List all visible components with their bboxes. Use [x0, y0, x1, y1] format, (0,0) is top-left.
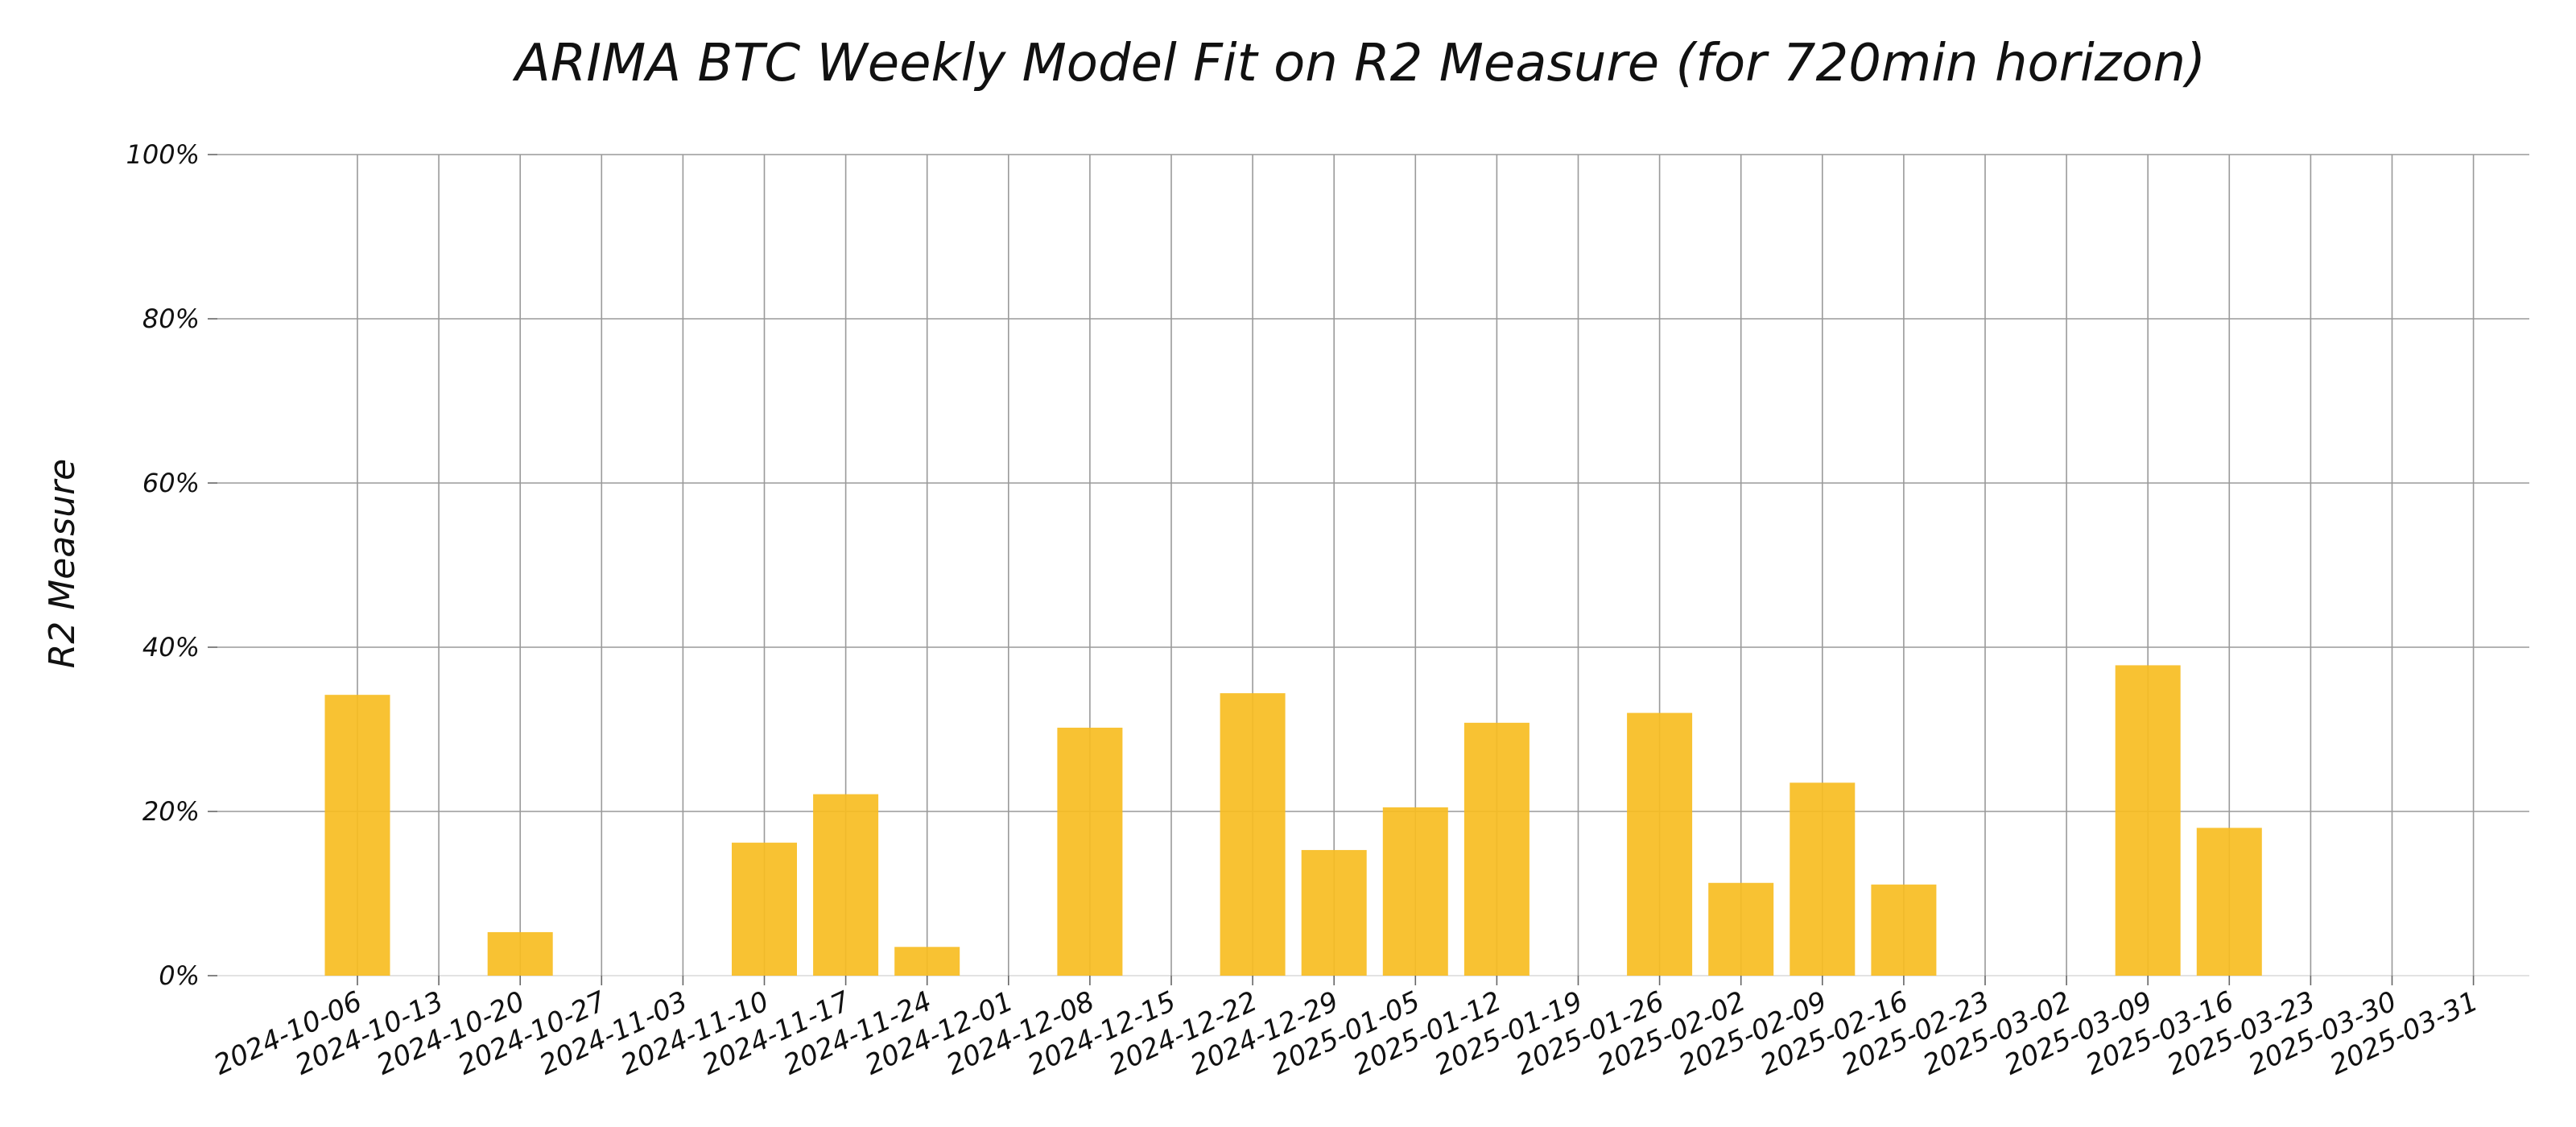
chart-title: ARIMA BTC Weekly Model Fit on R2 Measure…	[512, 34, 2206, 93]
bar	[813, 794, 879, 976]
y-tick-label: 40%	[142, 632, 200, 663]
bars	[324, 665, 2262, 976]
bar	[1382, 807, 1448, 976]
bar	[1790, 782, 1856, 976]
bar	[1627, 712, 1693, 976]
y-tick-label: 0%	[159, 960, 200, 991]
bar	[1463, 722, 1530, 976]
y-axis-label: R2 Measure	[42, 459, 83, 669]
y-tick-label: 20%	[142, 796, 200, 827]
bar	[894, 947, 960, 976]
bar	[2196, 828, 2262, 976]
y-axis-ticks: 0% 20% 40% 60% 80% 100%	[126, 139, 217, 991]
bar	[2115, 665, 2181, 976]
y-tick-label: 60%	[142, 468, 200, 498]
bar	[1301, 849, 1367, 976]
bar	[732, 842, 797, 976]
bar	[1057, 727, 1123, 976]
bar	[1708, 882, 1774, 976]
y-tick-label: 80%	[142, 303, 200, 334]
bar	[1871, 884, 1937, 976]
bar	[324, 695, 390, 976]
bar	[1220, 693, 1286, 976]
bar	[487, 931, 553, 976]
x-axis-ticks: 2024-10-062024-10-132024-10-202024-10-27…	[209, 976, 2483, 1082]
grid-lines	[217, 154, 2529, 976]
y-tick-label: 100%	[126, 139, 200, 170]
